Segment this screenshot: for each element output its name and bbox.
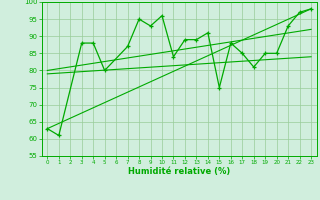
X-axis label: Humidité relative (%): Humidité relative (%) (128, 167, 230, 176)
